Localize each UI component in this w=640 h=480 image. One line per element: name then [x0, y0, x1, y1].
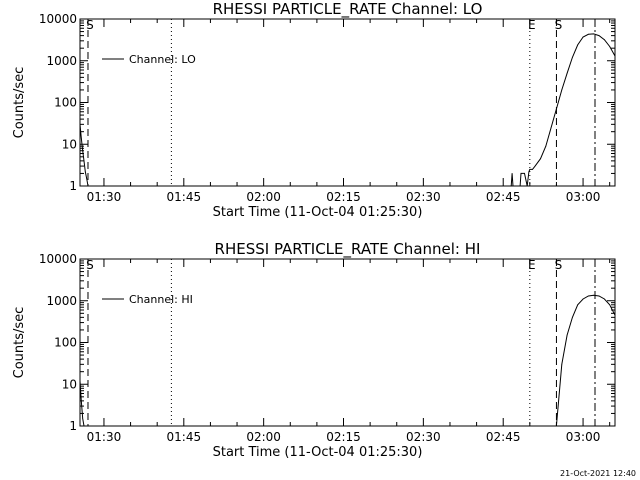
chart2-data-point	[577, 304, 579, 306]
chart2-x-tick-label: 02:45	[486, 430, 521, 444]
chart1-data-point	[604, 39, 605, 41]
chart2-series-line-1	[79, 294, 616, 427]
chart2-data-point	[582, 298, 584, 300]
chart1-x-tick-label: 02:00	[246, 190, 281, 204]
chart2-x-tick-label: 01:45	[167, 430, 202, 444]
chart2-y-tick-label: 100	[54, 336, 77, 350]
chart2-marker-label: S	[555, 258, 563, 272]
chart1-data-point	[79, 123, 81, 125]
chart1-data-point	[577, 44, 579, 46]
chart2-marker-label: E	[528, 258, 536, 272]
chart2-data-point	[588, 295, 589, 297]
chart1-data-point	[593, 33, 595, 35]
chart1-data-point	[87, 185, 89, 187]
chart1-y-tick-label: 10000	[39, 12, 77, 26]
chart2-y-tick-label: 10000	[39, 252, 77, 266]
chart1-data-point	[529, 169, 531, 170]
chart2-x-tick-label: 02:30	[406, 430, 441, 444]
chart2-x-tick-label: 01:30	[87, 430, 122, 444]
chart1-data-point	[82, 150, 84, 152]
chart1-data-point	[534, 165, 536, 167]
chart1-y-tick-label: 100	[54, 96, 77, 110]
chart1-data-point	[572, 57, 573, 58]
chart1-data-point	[86, 178, 88, 180]
chart1-data-point	[609, 46, 611, 47]
chart1-marker-label: E	[528, 18, 536, 32]
chart2-y-axis-label: Counts/sec	[12, 307, 27, 379]
chart2-data-point	[566, 334, 568, 336]
chart1-x-axis-label: Start Time (11-Oct-04 01:25:30)	[213, 205, 423, 220]
chart1-x-tick-label: 02:30	[406, 190, 441, 204]
chart1-x-tick-label: 02:15	[326, 190, 361, 204]
chart2-plot-frame	[79, 258, 616, 427]
chart2-title: RHESSI PARTICLE_RATE Channel: HI	[215, 240, 481, 259]
chart1-data-point	[512, 185, 514, 187]
chart1-marker-label: S	[86, 18, 94, 32]
chart1-plot-frame	[79, 18, 616, 187]
chart2-data-point	[79, 380, 81, 382]
chart1-data-point	[532, 169, 533, 170]
chart1-title: RHESSI PARTICLE_RATE Channel: LO	[213, 0, 483, 19]
chart2-data-point	[572, 317, 573, 318]
chart1-x-tick-label: 01:45	[167, 190, 202, 204]
timestamp-label: 21-Oct-2021 12:40	[560, 469, 636, 478]
chart1-data-point	[566, 72, 568, 74]
chart1-y-tick-label: 1	[69, 179, 77, 193]
chart1-series-line-1	[79, 33, 616, 187]
chart2-data-point	[598, 295, 600, 297]
chart2-data-point	[83, 425, 85, 427]
chart2-y-tick-label: 10	[62, 377, 77, 391]
chart1-data-point	[556, 108, 557, 110]
chart1-data-point	[80, 137, 82, 139]
chart1-data-point	[526, 185, 528, 187]
chart2-y-tick-label: 1000	[46, 294, 77, 308]
chart1-data-point	[511, 173, 513, 174]
chart2-legend-label: Channel: HI	[129, 293, 193, 306]
chart1-y-tick-label: 1000	[46, 54, 77, 68]
chart1-data-point	[540, 158, 541, 160]
chart2-data-point	[609, 304, 611, 306]
chart1-data-point	[510, 185, 512, 187]
chart2-data-point	[561, 363, 563, 365]
chart1-data-point	[588, 33, 589, 35]
chart2-data-point	[80, 400, 82, 402]
chart1-data-point	[550, 127, 552, 128]
chart1-data-point	[524, 173, 525, 174]
chart1-data-point	[528, 171, 530, 173]
chart2-data-point	[614, 314, 616, 316]
chart1-data-point	[515, 185, 516, 187]
chart1-data-point	[83, 160, 85, 162]
chart1-data-point	[84, 171, 86, 173]
chart1-data-point	[614, 55, 616, 57]
chart1-y-tick-label: 10	[62, 137, 77, 151]
chart2-data-point	[593, 294, 595, 296]
chart1-marker-label: S	[555, 18, 563, 32]
chart2-x-axis-label: Start Time (11-Oct-04 01:25:30)	[213, 445, 423, 460]
chart2-marker-label: S	[86, 258, 94, 272]
chart2-x-tick-label: 03:00	[566, 430, 601, 444]
chart2-y-tick-label: 1	[69, 419, 77, 433]
chart1-data-point	[519, 185, 521, 187]
chart1-data-point	[561, 89, 563, 91]
chart1-data-point	[545, 145, 547, 147]
chart1-legend-label: Channel: LO	[129, 53, 196, 66]
chart1-data-point	[582, 36, 584, 38]
chart1-y-axis-label: Counts/sec	[12, 67, 27, 139]
chart2-data-point	[82, 418, 84, 419]
chart1-x-tick-label: 03:00	[566, 190, 601, 204]
chart2-x-tick-label: 02:15	[326, 430, 361, 444]
chart2-data-point	[604, 298, 605, 300]
chart2-x-tick-label: 02:00	[246, 430, 281, 444]
chart1-data-point	[520, 173, 522, 174]
chart1-x-tick-label: 01:30	[87, 190, 122, 204]
chart1-x-tick-label: 02:45	[486, 190, 521, 204]
chart1-data-point	[598, 35, 600, 36]
chart2-data-point	[556, 425, 557, 427]
